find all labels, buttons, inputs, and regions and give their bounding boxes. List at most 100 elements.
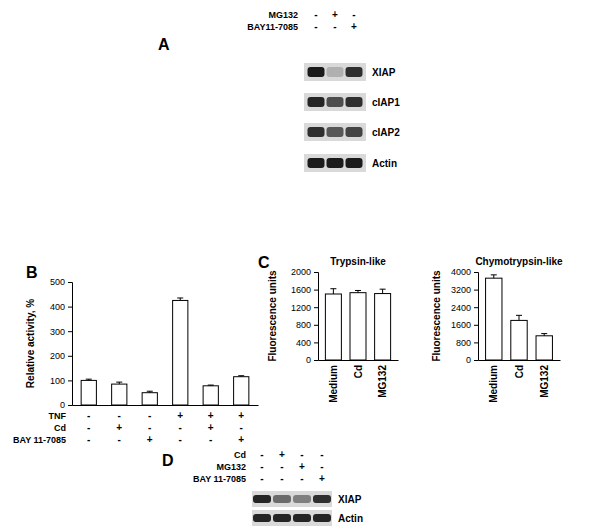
panel-label: B <box>26 264 38 281</box>
x-tick: Medium <box>328 360 339 403</box>
y-tick-mark <box>68 282 72 283</box>
band-label: cIAP1 <box>372 97 400 108</box>
condition-name: MG132 <box>268 10 298 20</box>
condition-name: Cd <box>54 423 66 433</box>
plot-area <box>486 275 553 360</box>
bar <box>511 320 527 360</box>
y-tick: 400 <box>50 302 72 312</box>
y-tick-label: 4000 <box>451 267 471 277</box>
panel-label: C <box>258 254 270 271</box>
blot-band <box>327 158 344 168</box>
error-bar-cap <box>238 375 244 376</box>
y-axis-title: Fluorescence units <box>431 270 442 362</box>
condition-sign: + <box>147 434 153 445</box>
error-bar-stem <box>382 289 383 293</box>
y-tick-mark <box>474 290 478 291</box>
x-axis-line <box>479 360 561 361</box>
condition-sign: - <box>118 410 121 421</box>
x-tick-label: Cd <box>353 365 364 378</box>
band-label: XIAP <box>338 494 362 505</box>
blot-band <box>293 514 311 522</box>
condition-sign: + <box>238 434 244 445</box>
y-tick: 800 <box>296 320 318 330</box>
y-tick: 300 <box>50 327 72 337</box>
x-axis: MediumCdMG132 <box>479 360 561 403</box>
blot-band <box>308 158 325 168</box>
y-tick: 2400 <box>451 303 478 313</box>
blot-strip <box>304 63 366 81</box>
condition-sign: - <box>179 422 182 433</box>
condition-sign: + <box>177 410 183 421</box>
y-tick-mark <box>474 342 478 343</box>
condition-sign: - <box>280 461 283 472</box>
error-bar-cap <box>86 379 92 380</box>
error-bar <box>380 289 386 293</box>
plot-area <box>325 289 390 360</box>
condition-sign: - <box>260 473 263 484</box>
y-tick-mark <box>474 307 478 308</box>
condition-name: BAY 11-7085 <box>193 474 246 484</box>
condition-sign: - <box>209 434 212 445</box>
y-tick: 500 <box>50 277 72 287</box>
error-bar <box>541 334 547 336</box>
y-tick: 1600 <box>451 320 478 330</box>
x-tick-label: Cd <box>514 365 525 378</box>
y-tick: 0 <box>60 400 72 410</box>
y-tick-label: 300 <box>50 327 65 337</box>
y-axis: 0400800120016002000 <box>291 267 319 365</box>
error-bar-cap <box>330 288 336 289</box>
blot-band <box>273 514 291 522</box>
condition-sign: - <box>87 410 90 421</box>
error-bar-cap <box>116 382 122 383</box>
blot-band <box>308 127 325 137</box>
x-axis <box>73 405 259 407</box>
blot-band <box>313 514 331 522</box>
bar <box>142 393 157 405</box>
condition-sign: - <box>352 9 355 20</box>
y-tick: 200 <box>50 351 72 361</box>
condition-sign: + <box>351 21 357 32</box>
bar <box>325 294 341 360</box>
chart-title: Trypsin-like <box>330 256 386 267</box>
condition-sign: - <box>148 410 151 421</box>
x-tick: MG132 <box>377 360 388 398</box>
error-bar <box>86 379 92 380</box>
error-bar-stem <box>519 315 520 320</box>
y-tick: 0 <box>466 355 478 365</box>
error-bar <box>355 290 361 292</box>
y-tick: 400 <box>296 338 318 348</box>
blot-band <box>327 127 344 137</box>
blot-strip <box>304 123 366 141</box>
y-tick-mark <box>68 405 72 406</box>
blot-strip <box>304 93 366 111</box>
y-tick-mark <box>68 331 72 332</box>
error-bar-cap <box>380 289 386 290</box>
condition-sign: - <box>314 21 317 32</box>
y-tick: 800 <box>456 338 478 348</box>
y-tick-label: 2000 <box>291 267 311 277</box>
y-tick-mark <box>68 380 72 381</box>
error-bar <box>116 382 122 384</box>
condition-sign: + <box>279 449 285 460</box>
band-label: XIAP <box>372 67 396 78</box>
condition-sign: + <box>116 422 122 433</box>
x-axis: Medium Cd MG132 <box>319 360 399 403</box>
condition-sign: + <box>319 473 325 484</box>
condition-sign: - <box>87 434 90 445</box>
condition-sign: - <box>260 461 263 472</box>
condition-sign: + <box>208 410 214 421</box>
bar <box>234 377 249 405</box>
y-tick-label: 100 <box>50 376 65 386</box>
y-tick-mark <box>68 356 72 357</box>
panel-label: A <box>158 36 170 53</box>
condition-sign: - <box>320 449 323 460</box>
x-tick-label: MG132 <box>377 365 388 398</box>
y-tick-mark <box>68 307 72 308</box>
condition-name: MG132 <box>216 462 246 472</box>
y-axis-line <box>474 273 479 361</box>
x-tick: Cd <box>353 360 364 378</box>
bar <box>81 380 96 405</box>
error-bar-cap <box>516 315 522 316</box>
x-tick: Cd <box>514 360 525 378</box>
plot-area <box>81 298 249 405</box>
